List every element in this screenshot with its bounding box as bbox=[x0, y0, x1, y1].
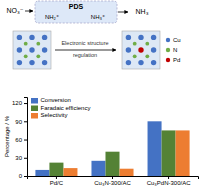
y-tick: 120 bbox=[12, 100, 27, 106]
legend-swatch bbox=[31, 106, 38, 112]
atom-n bbox=[145, 54, 149, 58]
bar bbox=[162, 130, 176, 176]
annotation: regulation bbox=[73, 52, 97, 58]
atom-n bbox=[36, 42, 40, 46]
legend-item: Selectivity bbox=[31, 112, 68, 118]
y-axis-line bbox=[24, 98, 28, 177]
annotation: Cu bbox=[173, 37, 181, 43]
x-axis-line bbox=[28, 177, 199, 180]
x-axis: Pd/C Cu₃N-300/AC Cu₃PdN-300/AC bbox=[28, 176, 199, 186]
atom-n bbox=[24, 42, 28, 46]
atom-cu bbox=[42, 47, 47, 52]
bar bbox=[105, 152, 119, 176]
x-tick-label: Cu₃PdN-300/AC bbox=[147, 180, 191, 186]
bar bbox=[176, 130, 190, 176]
arrow bbox=[25, 11, 33, 12]
y-tick-mark bbox=[24, 103, 27, 104]
annotation: N bbox=[173, 47, 177, 53]
x-tick-label: Cu₃N-300/AC bbox=[94, 180, 131, 186]
bar bbox=[120, 169, 134, 176]
legend-item: Conversion bbox=[31, 97, 71, 103]
crystal-box bbox=[122, 31, 160, 69]
y-tick-mark bbox=[24, 140, 27, 141]
x-tick-mark bbox=[56, 176, 57, 179]
atom-cu bbox=[126, 60, 131, 65]
y-tick: 30 bbox=[15, 155, 27, 161]
annotation: NH₃ bbox=[136, 8, 149, 15]
x-tick-mark bbox=[112, 176, 113, 179]
y-tick: 0 bbox=[19, 173, 27, 179]
atom-n bbox=[133, 42, 137, 46]
atom-legend-dot bbox=[166, 58, 170, 62]
y-axis: 0 30 60 90 120 bbox=[12, 98, 28, 180]
legend-label: Selectivity bbox=[41, 112, 68, 118]
atom-cu bbox=[138, 60, 143, 65]
annotation: NH₃⁺ bbox=[91, 14, 105, 20]
atom-legend-dot bbox=[166, 48, 170, 52]
x-tick: Cu₃N-300/AC bbox=[94, 176, 131, 186]
atom-n bbox=[133, 54, 137, 58]
x-tick: Cu₃PdN-300/AC bbox=[147, 176, 191, 186]
x-tick-label: Pd/C bbox=[50, 180, 64, 186]
atom-legend-dot bbox=[166, 38, 170, 42]
crystal bbox=[13, 31, 51, 69]
bar bbox=[63, 168, 77, 176]
x-tick: Pd/C bbox=[50, 176, 64, 186]
bar bbox=[49, 163, 63, 176]
y-tick-label: 30 bbox=[15, 155, 22, 161]
atom-cu bbox=[126, 47, 131, 52]
atom-cu bbox=[17, 35, 22, 40]
plot: 0 30 60 90 120 Pd/C Cu₃N-300/AC Cu₃PdN-300/AC Co… bbox=[12, 97, 199, 186]
annotation: Pd bbox=[173, 57, 180, 63]
y-tick-label: 0 bbox=[19, 173, 23, 179]
legend-label: Conversion bbox=[41, 97, 71, 103]
legend-label: Faradaic efficiency bbox=[41, 105, 91, 111]
crystal-box bbox=[13, 31, 51, 69]
y-tick-mark bbox=[24, 176, 27, 177]
y-tick-label: 60 bbox=[15, 137, 22, 143]
atom-cu bbox=[151, 47, 156, 52]
annotation: NO₃⁻ bbox=[6, 7, 23, 14]
crystal bbox=[122, 31, 160, 69]
atom-cu bbox=[151, 35, 156, 40]
y-tick-label: 90 bbox=[15, 119, 22, 125]
bar bbox=[91, 161, 105, 176]
bar bbox=[35, 170, 49, 176]
legend-swatch bbox=[31, 98, 38, 104]
y-tick: 90 bbox=[15, 119, 27, 125]
annotation: NH₂⁺ bbox=[45, 14, 59, 20]
bar bbox=[148, 121, 162, 176]
legend: Conversion Faradaic efficiencySelectivity bbox=[31, 97, 90, 118]
atom-n bbox=[36, 54, 40, 58]
y-axis-title: Percentage / % bbox=[4, 115, 10, 157]
atom-n bbox=[24, 54, 28, 58]
y-tick-mark bbox=[24, 158, 27, 159]
x-tick-mark bbox=[168, 176, 169, 179]
scheme: NO₃⁻ PDS NH₂⁺ NH₃⁺ NH₃ Electronic structure re… bbox=[6, 1, 180, 69]
atom-cu bbox=[126, 35, 131, 40]
pds-box bbox=[35, 1, 117, 23]
atom-cu bbox=[151, 60, 156, 65]
atom-cu bbox=[138, 35, 143, 40]
chart: NO₃⁻ PDS NH₂⁺ NH₃⁺ NH₃ Electronic structure re… bbox=[0, 0, 202, 189]
legend-item: Faradaic efficiency bbox=[31, 105, 90, 111]
atom-cu bbox=[17, 60, 22, 65]
y-tick-mark bbox=[24, 121, 27, 122]
annotation: Electronic structure bbox=[61, 40, 108, 46]
arrow bbox=[55, 50, 116, 51]
bars bbox=[35, 121, 189, 176]
legend-swatch bbox=[31, 113, 38, 119]
arrow bbox=[118, 12, 128, 13]
y-tick: 60 bbox=[15, 137, 27, 143]
annotation: PDS bbox=[69, 3, 84, 10]
atom-n bbox=[145, 42, 149, 46]
atom-cu bbox=[42, 60, 47, 65]
atom-cu bbox=[29, 35, 34, 40]
atom-pd bbox=[138, 47, 143, 52]
atom-cu bbox=[42, 35, 47, 40]
atom-cu bbox=[29, 60, 34, 65]
atom-cu bbox=[17, 47, 22, 52]
y-tick-label: 120 bbox=[12, 100, 23, 106]
atom-cu bbox=[29, 47, 34, 52]
